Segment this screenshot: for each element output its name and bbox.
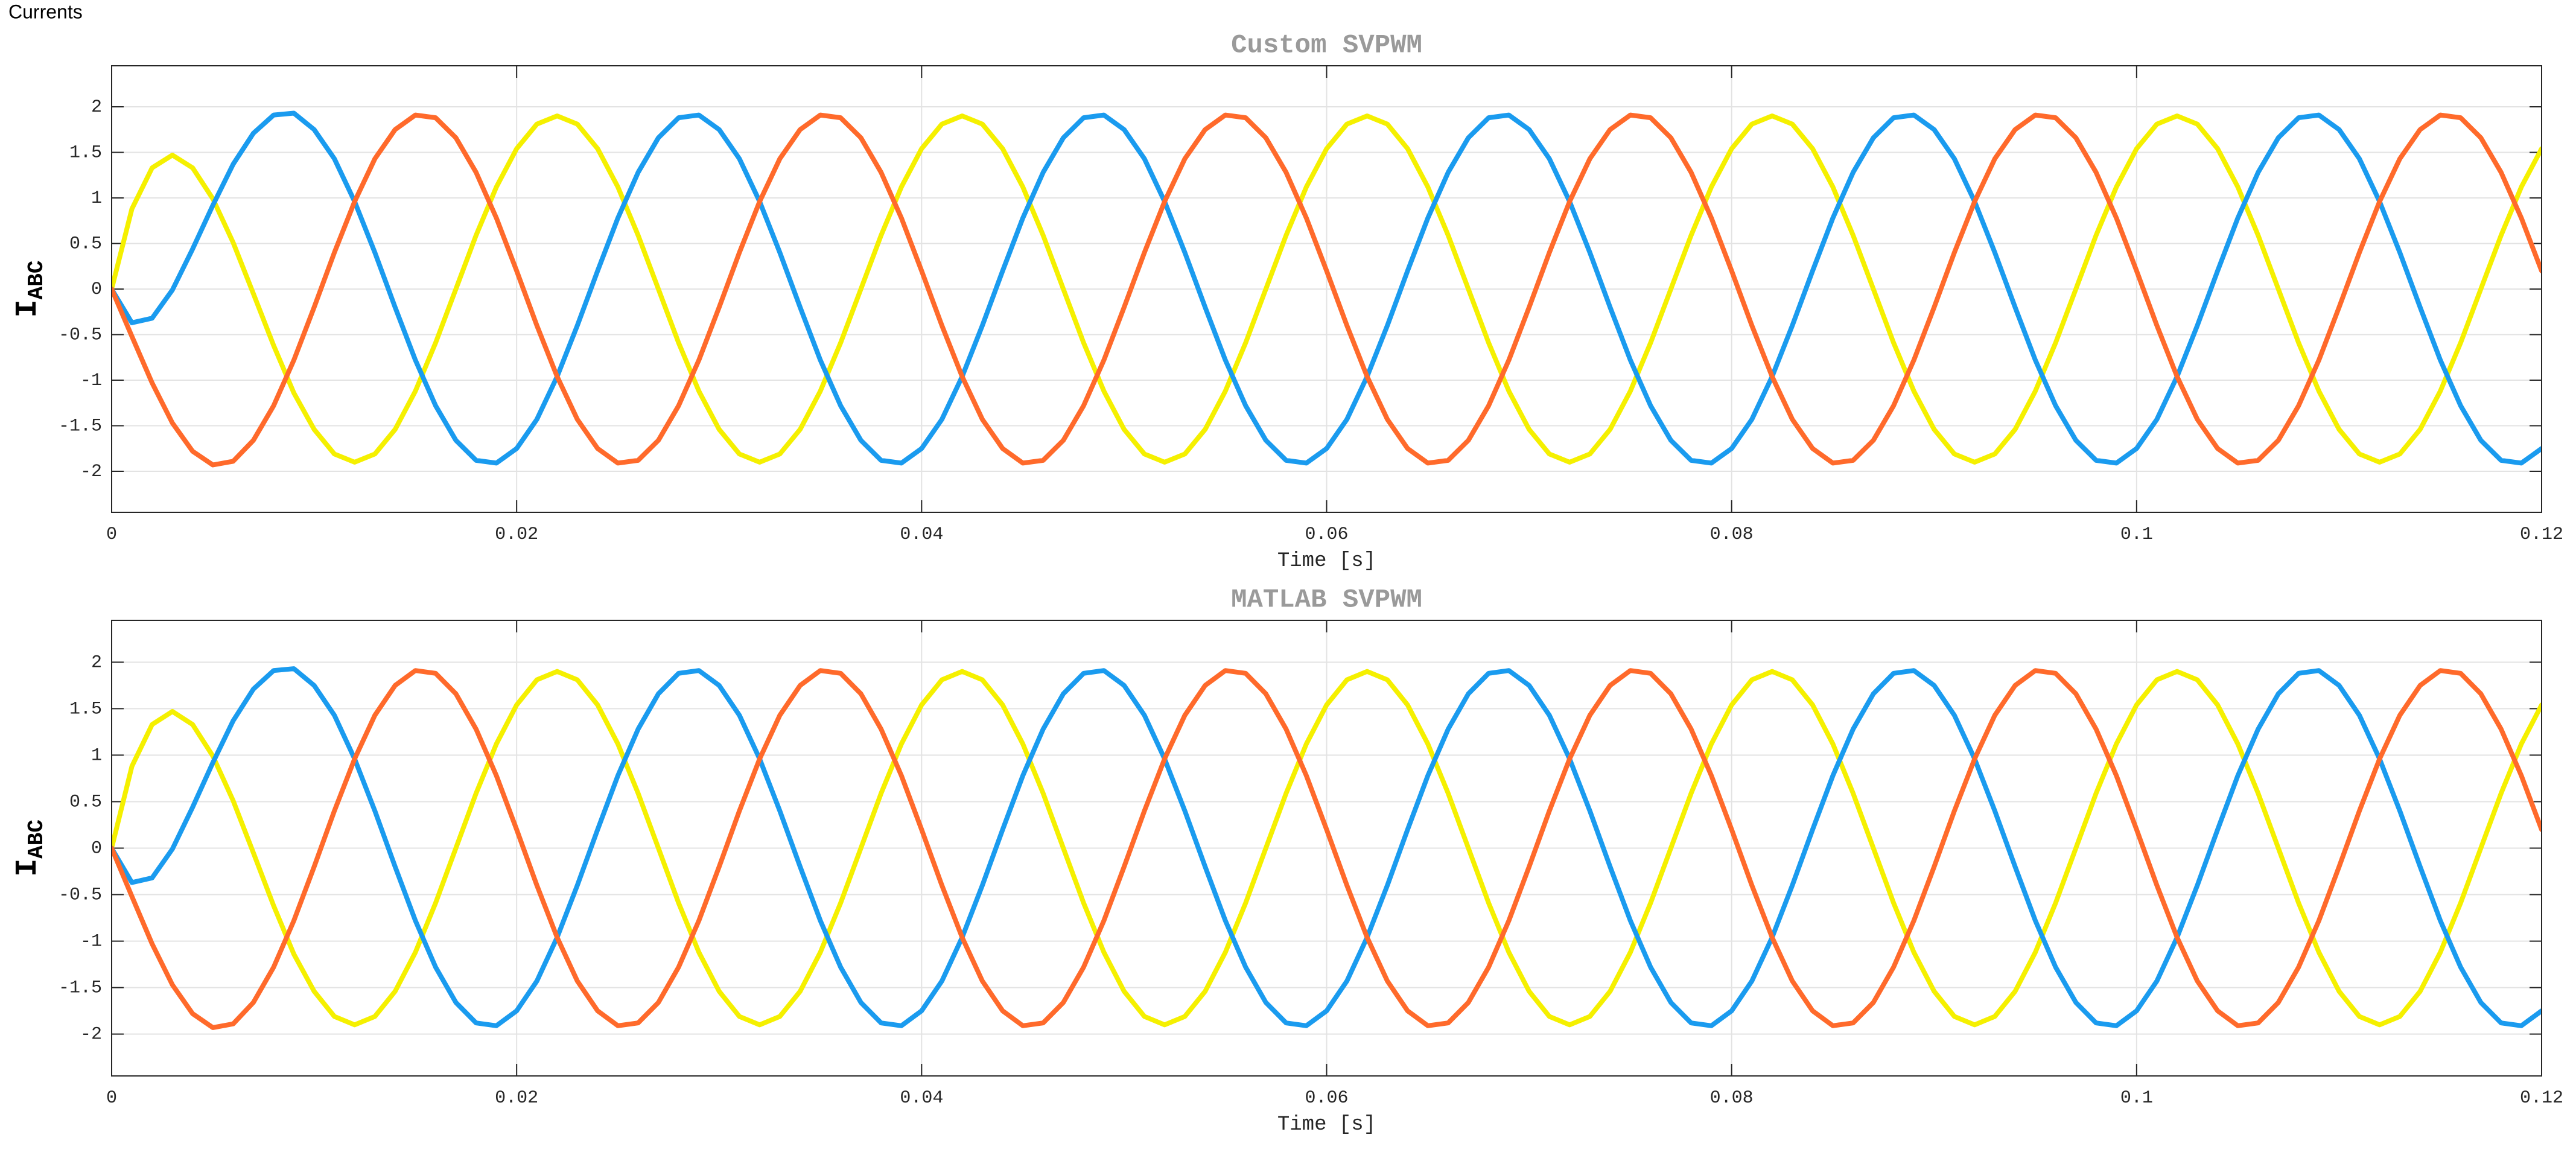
x-tick-label: 0.08: [1710, 524, 1754, 545]
y-tick-label: -2: [80, 1025, 102, 1045]
y-tick-label: -1: [80, 932, 102, 952]
y-axis-label-subscript: ABC: [24, 819, 49, 859]
axes-box: [111, 620, 2542, 1077]
x-tick-label: 0: [106, 524, 117, 545]
y-tick-label: -2: [80, 462, 102, 482]
x-axis-label: Time [s]: [1277, 550, 1376, 573]
y-tick-label: 0.5: [69, 792, 102, 812]
x-tick-label: 0: [106, 1088, 117, 1109]
x-tick-label: 0.02: [495, 1088, 538, 1109]
current-curve: [112, 666, 2542, 1028]
y-tick-label: 1: [91, 745, 102, 766]
y-axis-label-main: I: [11, 299, 45, 317]
current-curve: [112, 668, 2542, 1030]
y-tick-label: -0.5: [59, 325, 102, 345]
current-curve: [112, 112, 2542, 468]
axes-box: [111, 65, 2542, 513]
y-tick-label: 1: [91, 188, 102, 209]
chart-title: Custom SVPWM: [1231, 31, 1422, 61]
x-tick-label: 0.12: [2520, 1088, 2563, 1109]
y-axis-label-subscript: ABC: [24, 261, 49, 300]
x-tick-label: 0.1: [2120, 1088, 2153, 1109]
x-axis-label: Time [s]: [1277, 1113, 1376, 1136]
x-tick-label: 0.06: [1305, 1088, 1348, 1109]
y-tick-label: 1.5: [69, 699, 102, 719]
y-tick-label: 0: [91, 838, 102, 859]
current-curve: [112, 110, 2542, 466]
x-tick-label: 0.08: [1710, 1088, 1754, 1109]
y-tick-label: -1.5: [59, 416, 102, 436]
current-curve: [112, 113, 2542, 465]
y-tick-label: -0.5: [59, 885, 102, 905]
x-tick-label: 0.1: [2120, 524, 2153, 545]
x-tick-label: 0.06: [1305, 524, 1348, 545]
y-tick-label: -1: [80, 371, 102, 391]
y-tick-label: -1.5: [59, 978, 102, 999]
current-curve: [112, 669, 2542, 1028]
chart-title: MATLAB SVPWM: [1231, 585, 1422, 616]
y-tick-label: 2: [91, 97, 102, 118]
y-axis-label: IABC: [11, 261, 48, 318]
y-tick-label: 2: [91, 652, 102, 673]
y-axis-label: IABC: [11, 819, 48, 877]
y-tick-label: 0: [91, 279, 102, 300]
y-tick-label: 0.5: [69, 234, 102, 254]
window-title: Currents: [8, 1, 83, 22]
x-tick-label: 0.04: [900, 524, 943, 545]
x-tick-label: 0.02: [495, 524, 538, 545]
x-tick-label: 0.04: [900, 1088, 943, 1109]
y-tick-label: 1.5: [69, 142, 102, 163]
x-tick-label: 0.12: [2520, 524, 2563, 545]
y-axis-label-main: I: [11, 859, 45, 877]
